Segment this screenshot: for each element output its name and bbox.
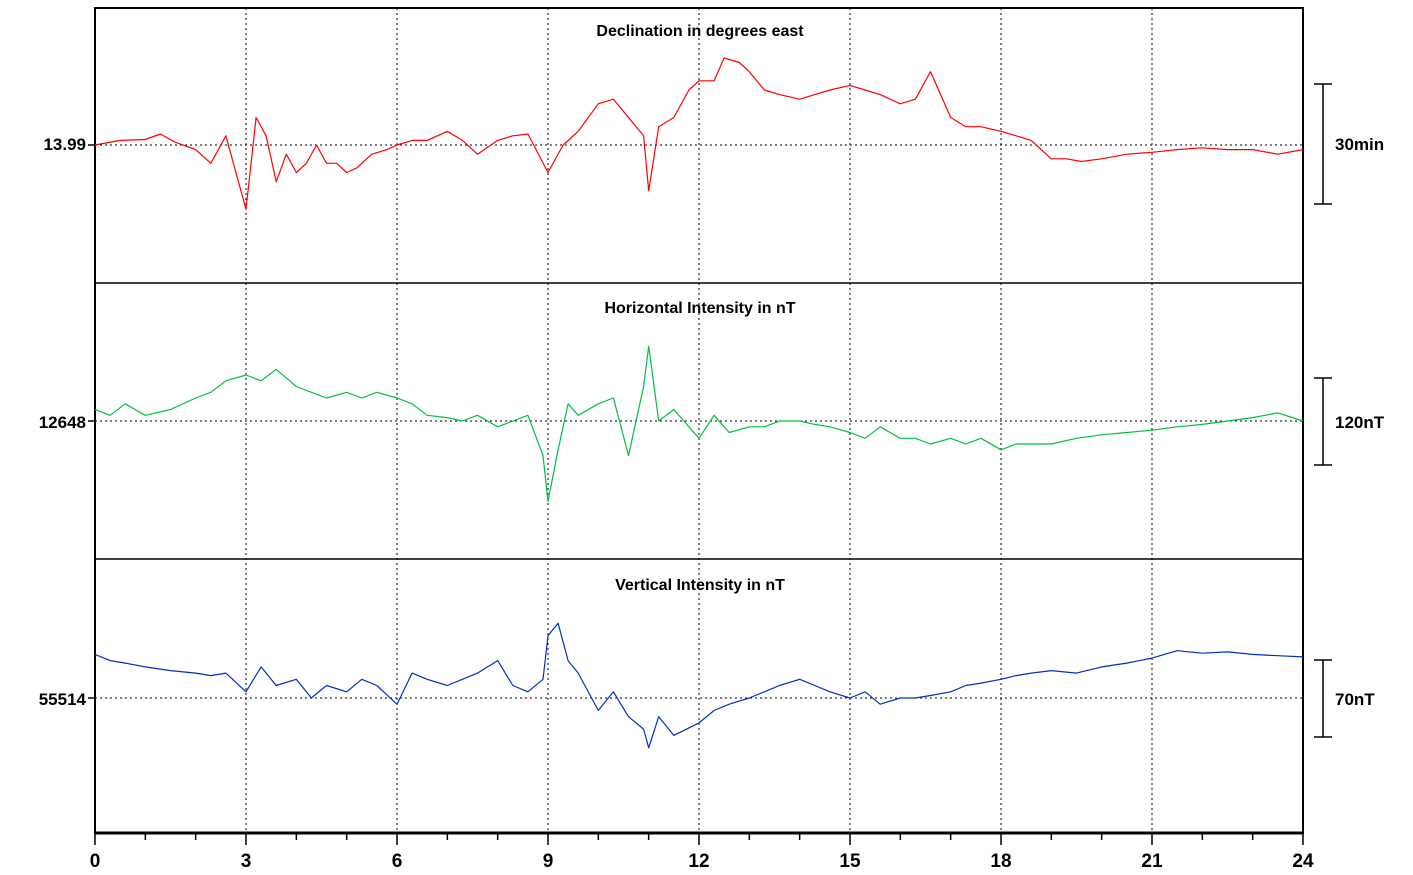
x-tick-label: 12 [688, 851, 709, 872]
x-tick-label: 18 [990, 851, 1011, 872]
x-tick-label: 9 [543, 851, 554, 872]
scale-label-horizontal: 120nT [1335, 413, 1385, 432]
baseline-labels: 13.99 12648 55514 [39, 135, 87, 709]
series-line-0 [94, 57, 1304, 210]
scale-label-vertical: 70nT [1335, 690, 1375, 709]
scale-label-declination: 30min [1335, 135, 1384, 154]
panel-titles: Declination in degrees east Horizontal I… [596, 23, 804, 594]
panel-title-horizontal: Horizontal Intensity in nT [604, 300, 795, 317]
x-tick-label: 21 [1141, 851, 1163, 872]
series-lines [94, 57, 1304, 749]
baseline-label-vertical: 55514 [39, 690, 87, 709]
x-tick-label: 15 [839, 851, 861, 872]
panel-title-vertical: Vertical Intensity in nT [615, 577, 785, 594]
series-line-2 [94, 622, 1304, 749]
x-tick-label: 3 [241, 851, 252, 872]
series-line-1 [94, 345, 1304, 503]
scale-bars: 30min 120nT 70nT [1314, 83, 1385, 738]
baseline-label-horizontal: 12648 [39, 413, 86, 432]
x-tick-label: 24 [1292, 851, 1314, 872]
baseline-label-declination: 13.99 [43, 135, 86, 154]
grid-lines [88, 8, 1303, 833]
panel-title-declination: Declination in degrees east [596, 23, 804, 40]
x-tick-label: 0 [90, 851, 101, 872]
x-tick-label: 6 [392, 851, 403, 872]
x-axis: 0 3 6 9 12 15 18 21 24 [90, 833, 1314, 872]
